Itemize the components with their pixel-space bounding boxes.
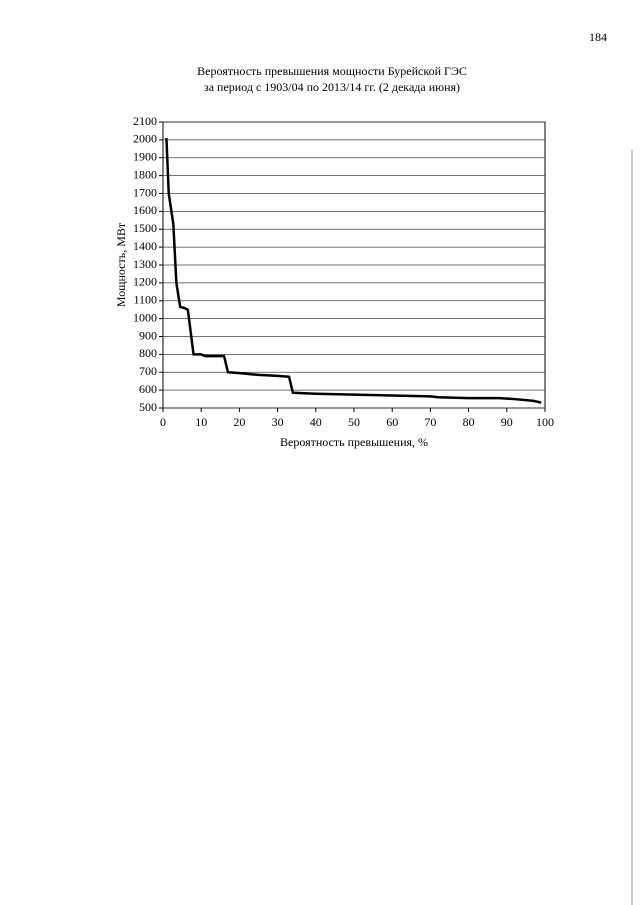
y-tick-label: 1900 <box>133 150 157 164</box>
curve <box>165 138 542 404</box>
y-tick-label: 700 <box>139 364 157 378</box>
x-tick-label: 60 <box>386 415 398 429</box>
y-tick-label: 1600 <box>133 203 157 217</box>
x-tick-label: 80 <box>463 415 475 429</box>
page-number: 184 <box>589 30 607 44</box>
x-tick-label: 20 <box>233 415 245 429</box>
y-tick-label: 1500 <box>133 221 157 235</box>
chart-title: Вероятность превышения мощности Бурейско… <box>197 64 467 78</box>
y-tick-label: 2000 <box>133 132 157 146</box>
x-tick-label: 70 <box>424 415 436 429</box>
x-tick-label: 90 <box>501 415 513 429</box>
y-tick-label: 900 <box>139 328 157 342</box>
x-tick-label: 0 <box>160 415 166 429</box>
x-axis-label: Вероятность превышения, % <box>280 435 428 449</box>
chart-subtitle: за период с 1903/04 по 2013/14 гг. (2 де… <box>204 80 460 94</box>
x-tick-label: 100 <box>536 415 554 429</box>
x-tick-label: 30 <box>272 415 284 429</box>
y-tick-label: 2100 <box>133 114 157 128</box>
x-tick-label: 10 <box>195 415 207 429</box>
y-tick-label: 1100 <box>133 293 157 307</box>
y-tick-label: 1400 <box>133 239 157 253</box>
y-tick-label: 500 <box>139 400 157 414</box>
y-tick-label: 1800 <box>133 167 157 181</box>
y-tick-label: 600 <box>139 382 157 396</box>
y-tick-label: 800 <box>139 346 157 360</box>
y-axis-label: Мощность, МВт <box>114 222 128 307</box>
y-tick-label: 1200 <box>133 275 157 289</box>
y-tick-label: 1000 <box>133 310 157 324</box>
x-tick-label: 50 <box>348 415 360 429</box>
x-tick-label: 40 <box>310 415 322 429</box>
y-tick-label: 1700 <box>133 185 157 199</box>
y-tick-label: 1300 <box>133 257 157 271</box>
